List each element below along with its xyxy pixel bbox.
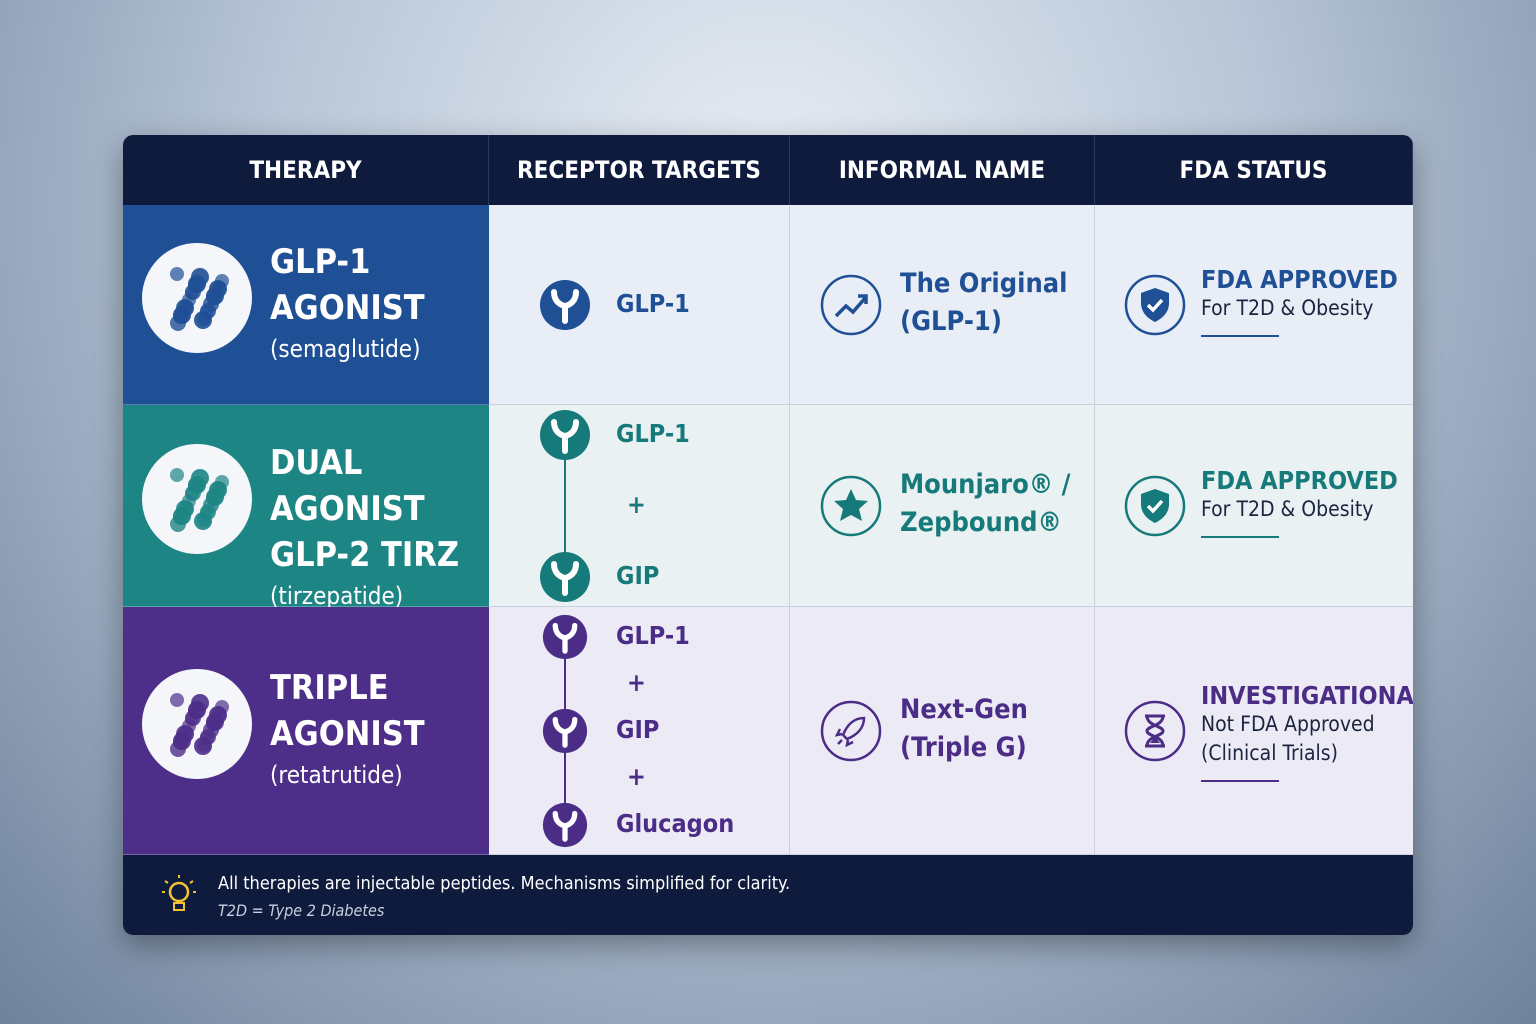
molecule (142, 444, 252, 554)
receptor (542, 708, 588, 754)
molecule-image (141, 443, 253, 559)
therapy-name: TRIPLE (270, 668, 389, 708)
fda-text: FDA APPROVED For T2D & Obesity (1201, 265, 1398, 337)
fda-cell: INVESTIGATIONAL Not FDA Approved (Clinical… (1095, 607, 1413, 855)
therapy-generic: (semaglutide) (270, 335, 421, 363)
receptor (540, 552, 590, 602)
informal-text: Next-Gen (Triple G) (900, 691, 1028, 767)
fda-status: FDA APPROVED (1201, 466, 1398, 495)
therapy-generic: (tirzepatide) (270, 582, 404, 610)
receptor (542, 802, 588, 848)
connector (564, 435, 566, 577)
fda-text: INVESTIGATIONAL Not FDA Approved (Clinical… (1201, 681, 1413, 782)
fda-detail: For T2D & Obesity (1201, 497, 1374, 521)
molecule (142, 243, 252, 353)
targets-cell: GLP-1 + GIP (489, 405, 790, 607)
receptor-name: GLP-1 (616, 621, 690, 650)
plus: + (627, 490, 646, 519)
therapy-name: GLP-1 (270, 242, 371, 282)
informal-name: Mounjaro® / (900, 469, 1071, 500)
icon (1124, 475, 1186, 537)
receptor-name: GIP (616, 715, 660, 744)
therapy-text: TRIPLE AGONIST (retatrutide) (270, 665, 485, 789)
informal-cell: Next-Gen (Triple G) (790, 607, 1095, 855)
molecule-image (141, 242, 253, 358)
informal-name: Zepbound® (900, 507, 1062, 538)
therapy-name: AGONIST (270, 288, 425, 328)
icon (1124, 274, 1186, 336)
underline (1201, 335, 1279, 337)
fda-text: FDA APPROVED For T2D & Obesity (1201, 466, 1398, 538)
informal-cell: Mounjaro® / Zepbound® (790, 405, 1095, 607)
fda-detail: Not FDA Approved (1201, 712, 1375, 736)
informal-text: Mounjaro® / Zepbound® (900, 466, 1070, 542)
informal-icon (820, 700, 882, 766)
informal-icon (820, 475, 882, 541)
underline (1201, 780, 1279, 782)
receptor (540, 410, 590, 460)
receptor-icon (542, 802, 588, 852)
footer-sub: T2D = Type 2 Diabetes (218, 901, 385, 920)
therapy-name: GLP-2 TIRZ (270, 535, 460, 575)
fda-icon (1124, 274, 1186, 340)
underline (1201, 536, 1279, 538)
receptor-name: Glucagon (616, 809, 735, 838)
column-header: INFORMAL NAME (790, 135, 1095, 205)
informal-icon (820, 274, 882, 340)
therapy-cell: TRIPLE AGONIST (retatrutide) (123, 607, 489, 855)
fda-cell: FDA APPROVED For T2D & Obesity (1095, 205, 1413, 405)
plus: + (627, 668, 646, 697)
informal-name: Next-Gen (900, 694, 1028, 725)
fda-detail: For T2D & Obesity (1201, 296, 1374, 320)
receptor-name: GLP-1 (616, 419, 690, 448)
receptor-icon (542, 614, 588, 664)
receptor-name: GLP-1 (616, 289, 690, 318)
fda-cell: FDA APPROVED For T2D & Obesity (1095, 405, 1413, 607)
receptor-icon (539, 409, 591, 465)
receptor-icon (542, 708, 588, 758)
fda-detail: (Clinical Trials) (1201, 741, 1339, 765)
therapy-name: DUAL AGONIST (270, 443, 425, 529)
therapy-generic: (retatrutide) (270, 761, 403, 789)
informal-text: The Original (GLP-1) (900, 265, 1067, 341)
therapy-cell: DUAL AGONIST GLP-2 TIRZ (tirzepatide) (123, 405, 489, 610)
therapy-text: GLP-1 AGONIST (semaglutide) (270, 239, 485, 363)
footer: All therapies are injectable peptides. M… (123, 855, 1413, 935)
fda-icon (1124, 475, 1186, 541)
fda-status: FDA APPROVED (1201, 265, 1398, 294)
informal-name: (GLP-1) (900, 306, 1002, 337)
bulb-icon (162, 875, 196, 911)
column-header: RECEPTOR TARGETS (489, 135, 790, 205)
footer-note: All therapies are injectable peptides. M… (218, 873, 791, 894)
receptor (540, 280, 590, 330)
icon (820, 700, 882, 762)
informal-name: The Original (900, 268, 1068, 299)
informal-cell: The Original (GLP-1) (790, 205, 1095, 405)
icon (1124, 700, 1186, 762)
informal-name: (Triple G) (900, 732, 1027, 763)
molecule (142, 669, 252, 779)
plus: + (627, 762, 646, 791)
icon (820, 274, 882, 336)
icon (820, 475, 882, 537)
receptor-icon (539, 551, 591, 607)
fda-icon (1124, 700, 1186, 766)
fda-status: INVESTIGATIONAL (1201, 681, 1413, 710)
receptor (542, 614, 588, 660)
targets-cell: GLP-1 + GIP + Glucagon (489, 607, 790, 855)
receptor-name: GIP (616, 561, 660, 590)
receptor-icon (539, 279, 591, 335)
therapy-text: DUAL AGONIST GLP-2 TIRZ (tirzepatide) (270, 440, 485, 610)
therapy-name: AGONIST (270, 714, 425, 754)
molecule-image (141, 668, 253, 784)
targets-cell: GLP-1 (489, 205, 790, 405)
comparison-table: THERAPY RECEPTOR TARGETS INFORMAL NAME FDA … (123, 135, 1413, 935)
column-header: FDA STATUS (1095, 135, 1413, 205)
column-header: THERAPY (123, 135, 489, 205)
therapy-cell: GLP-1 AGONIST (semaglutide) (123, 205, 489, 405)
